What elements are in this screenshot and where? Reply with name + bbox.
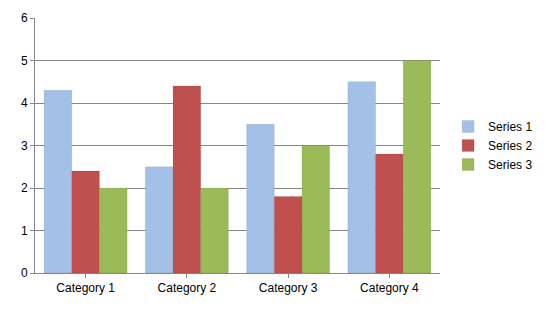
svg-text:Series 1: Series 1: [488, 120, 532, 134]
svg-text:5: 5: [21, 54, 28, 68]
svg-text:4: 4: [21, 96, 28, 110]
svg-text:2: 2: [21, 181, 28, 195]
svg-text:1: 1: [21, 224, 28, 238]
svg-text:Category 1: Category 1: [56, 281, 115, 295]
svg-text:Category 3: Category 3: [259, 281, 318, 295]
svg-text:Category 4: Category 4: [360, 281, 419, 295]
svg-text:Series 3: Series 3: [488, 158, 532, 172]
svg-text:Series 2: Series 2: [488, 139, 532, 153]
svg-text:3: 3: [21, 139, 28, 153]
svg-text:6: 6: [21, 11, 28, 25]
svg-text:Category 2: Category 2: [158, 281, 217, 295]
svg-text:0: 0: [21, 266, 28, 280]
